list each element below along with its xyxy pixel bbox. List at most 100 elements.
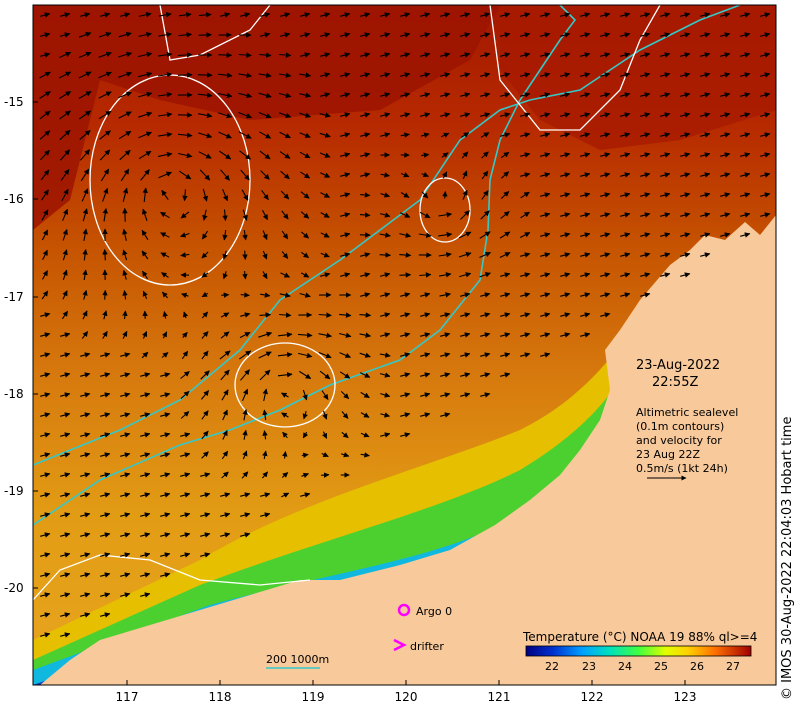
velocity-arrow (100, 12, 111, 18)
velocity-arrow (359, 372, 371, 378)
velocity-arrow (660, 212, 671, 218)
velocity-arrow (600, 312, 611, 318)
velocity-arrow (140, 432, 151, 438)
velocity-arrow (600, 92, 611, 98)
velocity-arrow (740, 172, 751, 178)
velocity-arrow (580, 192, 591, 198)
velocity-arrow (138, 150, 152, 160)
velocity-arrow (380, 392, 391, 398)
velocity-arrow (140, 572, 151, 578)
velocity-arrow (320, 252, 330, 258)
velocity-arrow (200, 390, 210, 400)
velocity-arrow (140, 472, 151, 478)
velocity-arrow (442, 190, 448, 199)
velocity-arrow (142, 330, 148, 339)
velocity-arrow (200, 552, 211, 558)
velocity-arrow (180, 472, 191, 478)
velocity-arrow (439, 292, 452, 298)
velocity-arrow (680, 152, 691, 158)
velocity-arrow (500, 272, 511, 278)
velocity-arrow (340, 72, 351, 78)
velocity-arrow (341, 431, 349, 439)
velocity-arrow (158, 12, 172, 18)
velocity-arrow (281, 392, 289, 398)
velocity-arrow (98, 31, 112, 38)
velocity-arrow (240, 12, 251, 18)
velocity-arrow (560, 252, 571, 258)
velocity-arrow (420, 292, 431, 298)
velocity-arrow (261, 189, 269, 201)
velocity-arrow (680, 12, 691, 18)
velocity-arrow (282, 431, 288, 439)
velocity-arrow (242, 429, 248, 440)
velocity-arrow (600, 192, 611, 198)
annotation-line: (0.1m contours) (636, 420, 724, 433)
lon-tick-label: 120 (395, 690, 418, 704)
velocity-arrow (500, 292, 511, 298)
velocity-arrow (241, 388, 249, 402)
velocity-arrow (158, 111, 173, 118)
velocity-arrow (660, 112, 671, 118)
velocity-arrow (61, 188, 69, 202)
velocity-arrow (640, 92, 651, 98)
velocity-arrow (142, 187, 148, 203)
velocity-arrow (340, 212, 351, 218)
velocity-arrow (720, 112, 731, 118)
velocity-arrow (198, 32, 212, 38)
velocity-arrow (197, 92, 213, 98)
velocity-arrow (560, 172, 571, 178)
velocity-arrow (620, 92, 631, 98)
velocity-arrow (380, 72, 391, 78)
velocity-arrow (160, 211, 170, 219)
velocity-arrow (700, 232, 711, 238)
velocity-arrow (182, 311, 189, 319)
velocity-arrow (500, 332, 511, 338)
velocity-arrow (120, 492, 131, 498)
velocity-arrow (220, 331, 230, 339)
velocity-arrow (520, 312, 531, 318)
velocity-arrow (60, 392, 71, 398)
velocity-arrow (180, 492, 191, 498)
velocity-arrow (740, 32, 751, 38)
velocity-arrow (600, 232, 611, 238)
velocity-arrow (460, 92, 471, 98)
velocity-arrow (620, 72, 631, 78)
velocity-arrow (479, 272, 491, 278)
velocity-arrow (59, 129, 71, 141)
velocity-arrow (660, 232, 671, 238)
velocity-arrow (480, 12, 491, 18)
velocity-arrow (320, 272, 331, 278)
velocity-arrow (359, 332, 372, 338)
colorbar-tick: 26 (690, 660, 704, 673)
velocity-arrow (220, 532, 231, 538)
velocity-arrow (319, 370, 331, 380)
velocity-arrow (620, 12, 631, 18)
velocity-arrow (239, 331, 251, 339)
velocity-arrow (100, 552, 111, 558)
velocity-arrow (620, 192, 631, 198)
velocity-arrow (118, 130, 132, 140)
velocity-arrow (262, 388, 268, 402)
velocity-arrow (120, 472, 131, 478)
velocity-arrow (640, 12, 651, 18)
velocity-arrow (440, 12, 451, 18)
velocity-arrow (360, 292, 371, 298)
lon-tick-label: 117 (116, 690, 139, 704)
velocity-arrow (39, 71, 51, 79)
velocity-arrow (660, 192, 671, 198)
velocity-arrow (480, 292, 491, 298)
velocity-arrow (460, 210, 470, 220)
velocity-arrow (199, 169, 211, 181)
velocity-arrow (260, 170, 270, 180)
velocity-arrow (640, 212, 651, 218)
velocity-arrow (580, 272, 591, 278)
velocity-arrow (178, 152, 193, 159)
legend: Argo 0 drifter 200 1000m (266, 603, 452, 669)
velocity-arrow (40, 412, 51, 418)
velocity-arrow (520, 132, 531, 138)
velocity-arrow (660, 272, 671, 278)
velocity-arrow (420, 52, 431, 58)
velocity-arrow (80, 432, 91, 438)
velocity-arrow (438, 212, 453, 218)
velocity-arrow (640, 232, 651, 238)
